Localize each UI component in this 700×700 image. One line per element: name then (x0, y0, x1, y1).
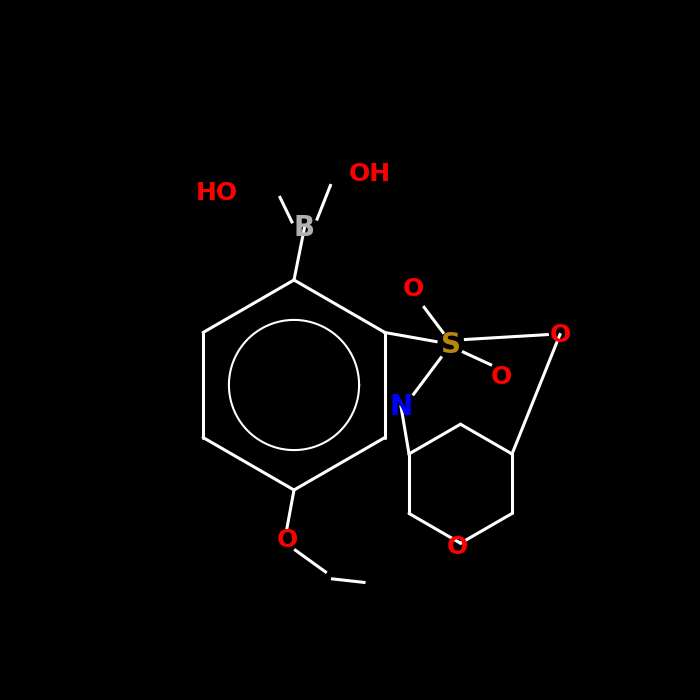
Text: O: O (276, 528, 298, 552)
Text: OH: OH (349, 162, 391, 186)
Text: O: O (491, 365, 512, 389)
Text: O: O (402, 277, 423, 301)
Text: N: N (389, 393, 412, 421)
Text: B: B (294, 214, 315, 242)
Text: O: O (550, 323, 570, 346)
Text: S: S (442, 331, 461, 359)
Text: HO: HO (196, 181, 238, 204)
Text: O: O (447, 535, 468, 559)
